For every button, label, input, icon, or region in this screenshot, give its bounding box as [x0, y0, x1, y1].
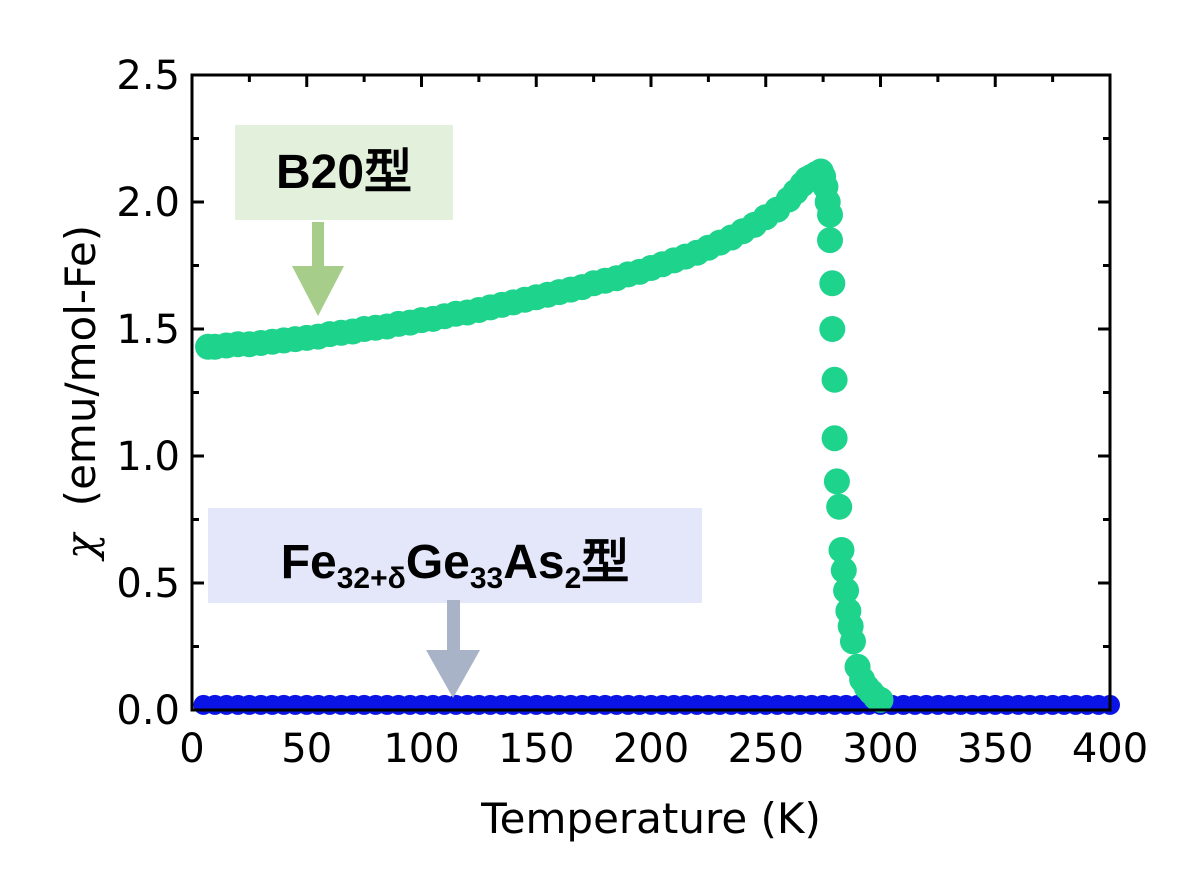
y-tick-label: 2.5 — [116, 53, 180, 99]
data-point-b20 — [819, 270, 846, 297]
y-tick-label: 1.0 — [116, 434, 180, 480]
data-point-b20 — [830, 557, 857, 584]
data-point-b20 — [819, 316, 846, 342]
data-point-b20 — [828, 536, 855, 563]
x-tick-label: 250 — [728, 726, 804, 772]
y-axis-unit: (emu/mol-Fe) — [56, 225, 105, 506]
tick-labels: 0 50 100 150 200 250 300 350 400 0.0 0.5 1.0 1.5 2.0 2… — [116, 53, 1148, 772]
formula-part: As — [503, 536, 564, 589]
x-tick-label: 150 — [498, 726, 574, 772]
formula-subscript: 2 — [565, 562, 582, 595]
b20-label: B20型 — [276, 146, 412, 199]
series-b20 — [195, 158, 894, 713]
y-tick-label: 0.5 — [116, 561, 180, 607]
data-point-b20 — [817, 227, 844, 254]
plot-frame — [190, 73, 1112, 712]
x-tick-label: 100 — [383, 726, 459, 772]
y-tick-label: 2.0 — [116, 180, 180, 226]
y-tick-label: 1.5 — [116, 307, 180, 353]
b20-label-box — [235, 125, 453, 220]
data-point-b20 — [826, 493, 853, 520]
data-point-b20 — [821, 425, 848, 452]
x-tick-label: 0 — [179, 726, 204, 772]
y-axis-title: χ (emu/mol-Fe) — [56, 225, 105, 562]
formula-part: Fe — [281, 536, 337, 589]
b20-annotation: B20型 — [235, 125, 453, 316]
x-tick-label: 300 — [842, 726, 918, 772]
data-point-b20 — [833, 577, 860, 604]
series-fe32-ge33-as2 — [193, 694, 1120, 715]
data-point-b20 — [839, 628, 866, 655]
formula-subscript: 32+δ — [337, 562, 406, 595]
formula-part: 型 — [581, 536, 629, 589]
y-axis-symbol: χ — [56, 531, 105, 562]
y-tick-label: 0.0 — [116, 688, 180, 734]
x-tick-label: 50 — [281, 726, 332, 772]
fe-ge-as-label-box — [208, 508, 702, 603]
fe-ge-as-arrow — [426, 600, 480, 698]
x-tick-label: 200 — [613, 726, 689, 772]
x-tick-label: 350 — [957, 726, 1033, 772]
data-point-b20 — [867, 686, 894, 713]
b20-arrow — [292, 222, 344, 316]
fe-ge-as-label: Fe32+δGe33As2型 — [281, 536, 630, 595]
formula-part: Ge — [406, 536, 470, 589]
x-tick-label: 400 — [1072, 726, 1148, 772]
fe-ge-as-annotation: Fe32+δGe33As2型 — [208, 508, 702, 698]
data-point-b20 — [823, 468, 850, 495]
x-axis-title: Temperature (K) — [480, 794, 821, 843]
data-point-b20 — [817, 201, 844, 228]
formula-subscript: 33 — [470, 562, 503, 595]
data-point-b20 — [821, 366, 848, 393]
